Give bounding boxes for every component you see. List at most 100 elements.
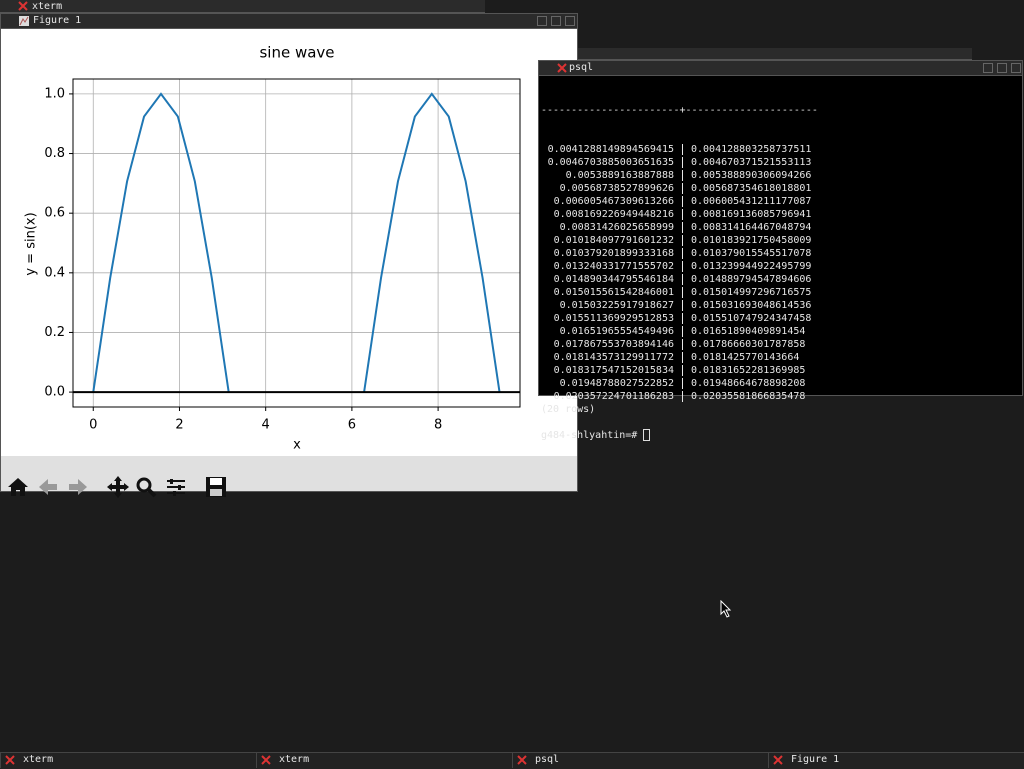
save-button[interactable] (203, 474, 229, 500)
table-row: 0.01948788027522852 0.01948664678898208 (541, 377, 1021, 390)
x-tick-label: 4 (262, 418, 270, 433)
x-icon (18, 1, 28, 11)
column-divider (682, 377, 683, 389)
column-divider (682, 156, 683, 168)
table-row: 0.00831426025658999 0.008314164467048794 (541, 221, 1021, 234)
y-tick-label: 0.6 (44, 206, 65, 221)
app-icon (773, 755, 783, 765)
cell: 0.01786660301787858 (691, 339, 806, 350)
axes-frame (72, 78, 521, 408)
minimize-button[interactable] (983, 63, 993, 73)
close-button[interactable] (565, 16, 575, 26)
prompt-line: g484-shlyahtin=# (541, 429, 1021, 442)
configure-button[interactable] (163, 474, 189, 500)
zoom-button[interactable] (133, 474, 159, 500)
column-divider (682, 299, 683, 311)
y-tick-label: 1.0 (44, 86, 65, 101)
column-divider (682, 221, 683, 233)
cell: 0.015511369929512853 (553, 313, 674, 324)
taskbar-item[interactable]: xterm (0, 752, 255, 768)
cell: 0.02035581866835478 (691, 391, 806, 402)
table-row: 0.015015561542846001 0.015014997296716575 (541, 286, 1021, 299)
close-button[interactable] (1011, 63, 1021, 73)
cell: 0.015510747924347458 (691, 313, 812, 324)
x-axis-label: x (293, 438, 301, 453)
cell: 0.006005467309613266 (553, 196, 674, 207)
maximize-button[interactable] (997, 63, 1007, 73)
taskbar-item[interactable]: psql (512, 752, 767, 768)
table-row: 0.010379201899333168 0.010379015545517078 (541, 247, 1021, 260)
taskbar-label: xterm (23, 754, 54, 765)
row-count: (20 rows) (541, 404, 596, 415)
table-row: 0.013240331771555702 0.013239944922495799 (541, 260, 1021, 273)
y-tick-label: 0.4 (44, 265, 65, 280)
cursor (643, 429, 651, 441)
column-divider (682, 208, 683, 220)
app-icon (517, 755, 527, 765)
cell: 0.010184097791601232 (553, 235, 674, 246)
cell: 0.013240331771555702 (553, 261, 674, 272)
minimize-button[interactable] (537, 16, 547, 26)
table-row: 0.018143573129911772 0.0181425770143664 (541, 351, 1021, 364)
column-divider (682, 182, 683, 194)
psql-titlebar[interactable]: psql (539, 61, 1022, 76)
cell: 0.004670371521553113 (691, 157, 812, 168)
pan-button[interactable] (105, 474, 131, 500)
table-row: 0.0041288149894569415 0.00412880325873751… (541, 143, 1021, 156)
cell: 0.008169136085796941 (691, 209, 812, 220)
column-divider (682, 338, 683, 350)
chart: sine wave x y = sin(x) 0.0 0.2 0.4 0.6 0.8 1.… (24, 44, 521, 453)
window-title: psql (569, 62, 594, 73)
taskbar-item[interactable]: Figure 1 (768, 752, 1023, 768)
y-tick-label: 0.8 (44, 146, 65, 161)
table-row: 0.020357224701186283 0.02035581866835478 (541, 390, 1021, 403)
figure-titlebar[interactable]: Figure 1 (1, 14, 577, 29)
column-divider (682, 312, 683, 324)
cell: 0.01651965554549496 (559, 326, 674, 337)
column-divider (682, 234, 683, 246)
mouse-cursor (720, 600, 732, 618)
chart-title: sine wave (259, 44, 334, 62)
cell: 0.014890344795546184 (553, 274, 674, 285)
spacer (541, 416, 1021, 429)
cell: 0.0053889163887888 (565, 170, 674, 181)
column-divider (682, 351, 683, 363)
cell: 0.014889794547894606 (691, 274, 812, 285)
xterm-titlebar[interactable]: xterm (0, 0, 485, 13)
column-divider (682, 247, 683, 259)
cell: 0.01503225917918627 (559, 300, 674, 311)
column-divider (682, 273, 683, 285)
table-row: 0.010184097791601232 0.010183921750458009 (541, 234, 1021, 247)
cell: 0.006005431211177087 (691, 196, 812, 207)
data-line (92, 92, 501, 393)
taskbar-label: Figure 1 (791, 754, 840, 765)
table-row: 0.0046703885003651635 0.00467037152155311… (541, 156, 1021, 169)
maximize-button[interactable] (551, 16, 561, 26)
window-title: Figure 1 (33, 15, 82, 26)
table-row: 0.01651965554549496 0.01651890409891454 (541, 325, 1021, 338)
app-icon (5, 755, 15, 765)
table-row: 0.008169226949448216 0.008169136085796941 (541, 208, 1021, 221)
x-icon (557, 63, 567, 73)
cell: 0.008169226949448216 (553, 209, 674, 220)
table-row: 0.0053889163887888 0.005388890306094266 (541, 169, 1021, 182)
taskbar-item[interactable]: xterm (256, 752, 511, 768)
cell: 0.005388890306094266 (691, 170, 812, 181)
back-button[interactable] (35, 474, 61, 500)
cell: 0.010379201899333168 (553, 248, 674, 259)
cell: 0.018143573129911772 (553, 352, 674, 363)
cell: 0.00831426025658999 (559, 222, 674, 233)
table-row: 0.006005467309613266 0.006005431211177087 (541, 195, 1021, 208)
home-button[interactable] (5, 474, 31, 500)
forward-button[interactable] (65, 474, 91, 500)
column-divider (682, 286, 683, 298)
x-tick-label: 2 (175, 418, 183, 433)
hidden-window-titlebar[interactable] (560, 48, 972, 60)
column-divider (682, 364, 683, 376)
table-separator: -----------------------+----------------… (541, 105, 818, 116)
cell: 0.01948664678898208 (691, 378, 806, 389)
cell: 0.020357224701186283 (553, 391, 674, 402)
column-divider (682, 195, 683, 207)
cell: 0.00568738527899626 (559, 183, 674, 194)
